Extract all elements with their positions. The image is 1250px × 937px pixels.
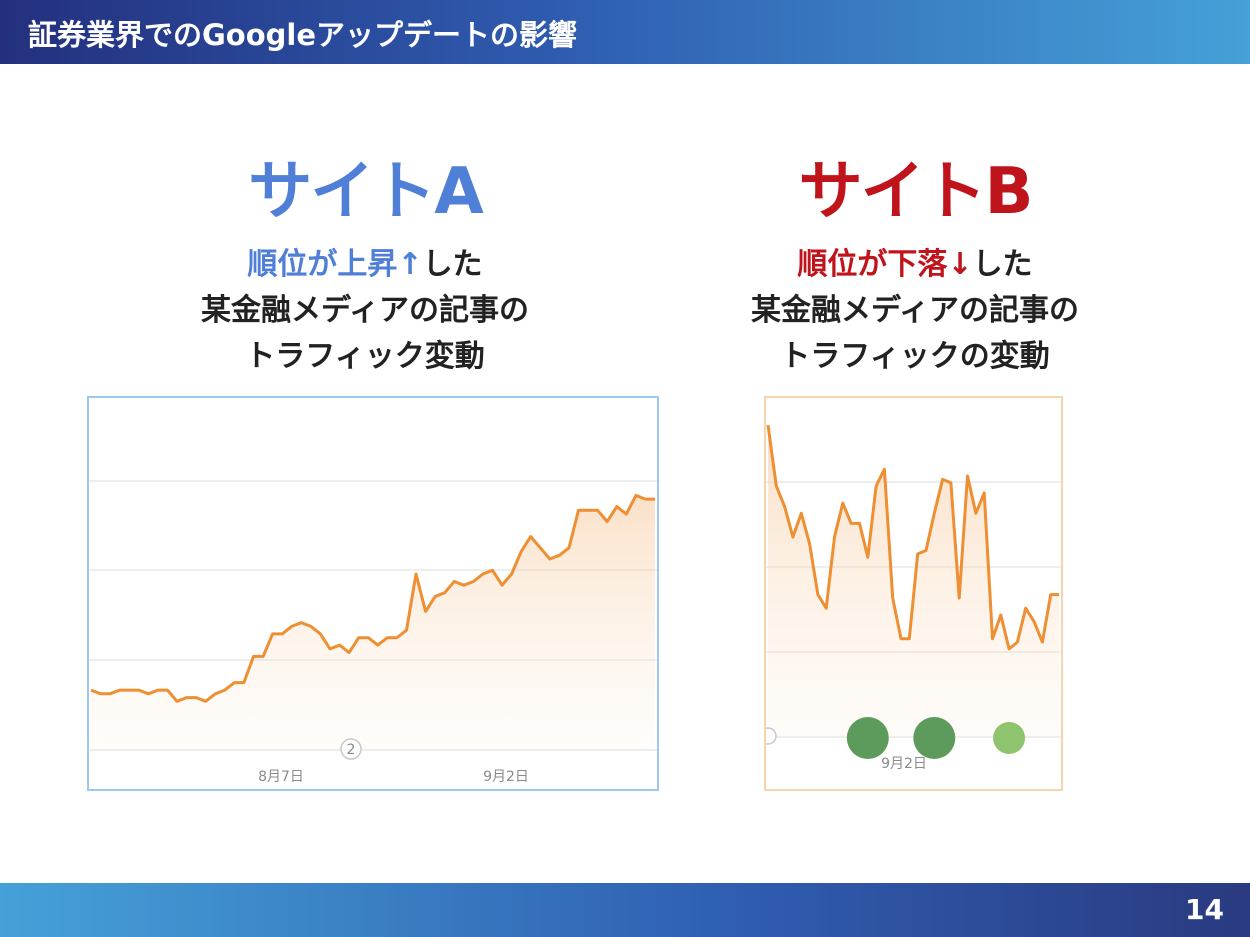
site-b-caption-line2: 某金融メディアの記事の <box>751 293 1079 328</box>
event-marker[interactable] <box>913 717 956 759</box>
site-b-caption-line3: トラフィックの変動 <box>780 339 1050 374</box>
site-a-chart-svg: 2 8月7日 9月2日 <box>89 480 657 785</box>
site-b-caption-suffix: した <box>972 247 1033 282</box>
site-b-traffic-chart: 9月2日 <box>764 396 1063 791</box>
x-tick-label: 8月7日 <box>258 769 304 785</box>
site-b-traffic-area <box>768 425 1059 737</box>
site-a-title: サイトA <box>248 155 484 229</box>
site-a-caption-line2: 某金融メディアの記事の <box>201 293 529 328</box>
site-a-traffic-chart: 2 8月7日 9月2日 <box>87 396 659 791</box>
footer-bar: 14 <box>0 883 1250 937</box>
site-a-caption: 順位が上昇↑した 某金融メディアの記事の トラフィック変動 <box>110 242 620 380</box>
site-b-caption: 順位が下落↓した 某金融メディアの記事の トラフィックの変動 <box>660 242 1170 380</box>
title-bar: 証券業界でのGoogleアップデートの影響 <box>0 0 1250 64</box>
site-b-title: サイトB <box>798 155 1034 229</box>
x-tick-label: 9月2日 <box>483 769 529 785</box>
slide-title: 証券業界でのGoogleアップデートの影響 <box>28 18 578 52</box>
annotation-marker-label: 2 <box>347 742 356 758</box>
event-marker[interactable] <box>846 717 889 759</box>
site-a-traffic-line <box>90 493 655 703</box>
site-a-caption-suffix: した <box>422 247 483 282</box>
site-b-traffic-line <box>766 424 1059 651</box>
site-b-rank-change: 順位が下落↓ <box>797 247 973 282</box>
site-b-chart-svg: 9月2日 <box>766 424 1061 772</box>
site-a-rank-change: 順位が上昇↑ <box>247 247 423 282</box>
x-tick-label: 9月2日 <box>881 756 927 772</box>
annotation-marker[interactable] <box>766 727 777 745</box>
page-number: 14 <box>1185 893 1224 926</box>
site-a-caption-line3: トラフィック変動 <box>245 339 485 374</box>
annotation-marker[interactable]: 2 <box>340 738 362 760</box>
site-a-traffic-area <box>91 495 655 750</box>
event-marker[interactable] <box>993 722 1026 754</box>
